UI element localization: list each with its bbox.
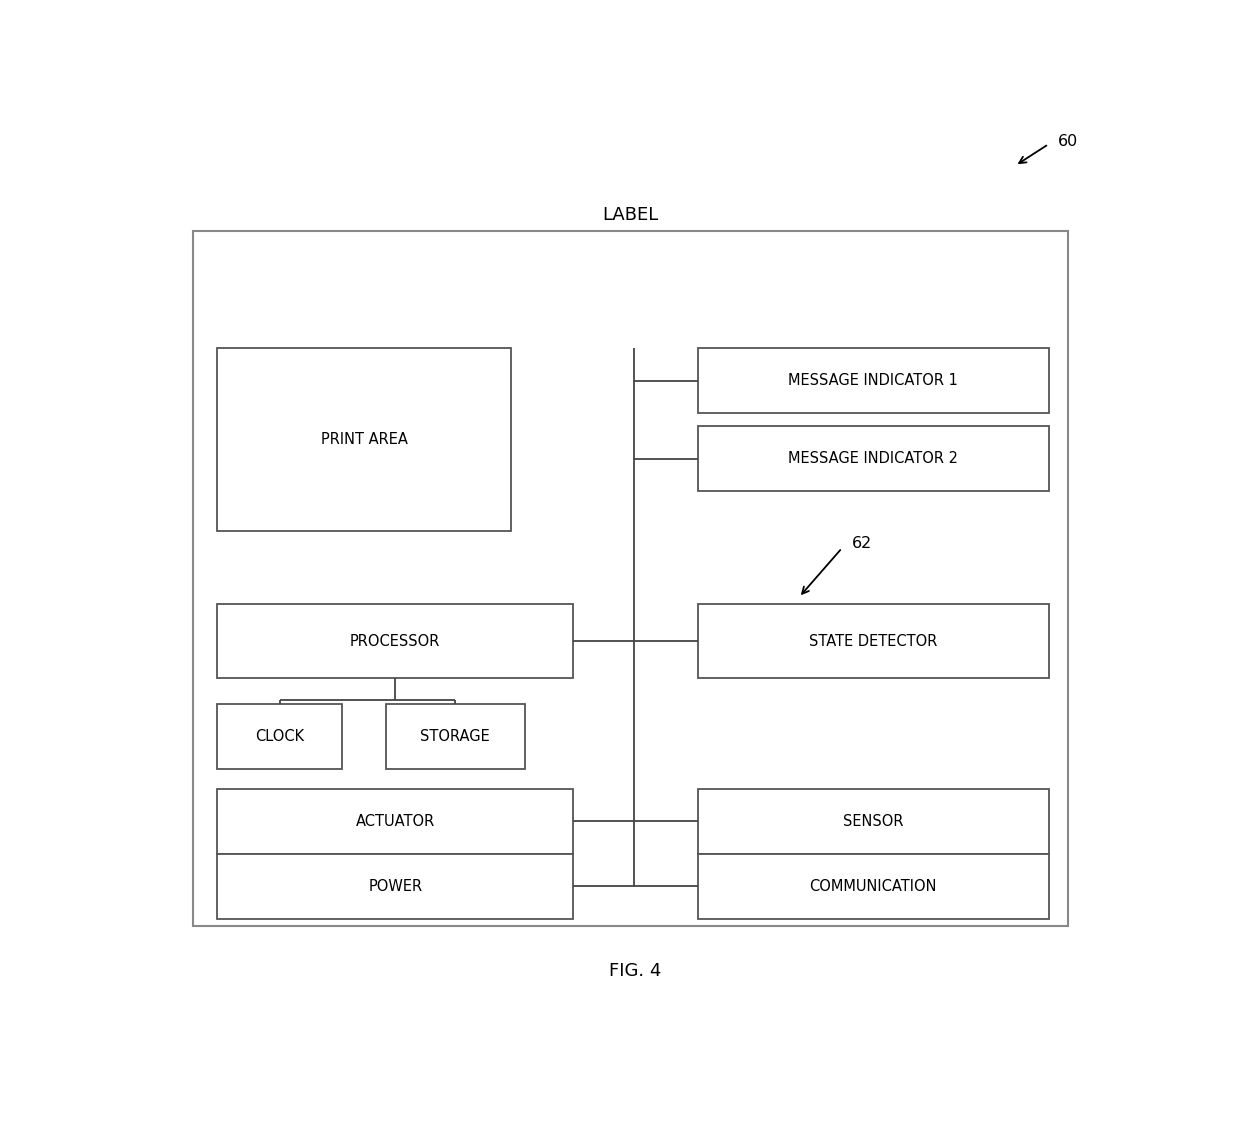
Bar	[217, 349, 511, 530]
Bar	[698, 605, 1049, 678]
Text: COMMUNICATION: COMMUNICATION	[810, 879, 937, 893]
Text: 60: 60	[1058, 134, 1079, 149]
Text: CLOCK: CLOCK	[255, 730, 305, 744]
Text: STORAGE: STORAGE	[420, 730, 490, 744]
Bar	[698, 788, 1049, 854]
Text: LABEL: LABEL	[603, 206, 658, 224]
Text: MESSAGE INDICATOR 2: MESSAGE INDICATOR 2	[789, 451, 959, 466]
Bar	[698, 349, 1049, 413]
Text: SENSOR: SENSOR	[843, 813, 904, 829]
Text: 62: 62	[852, 536, 872, 552]
Bar	[217, 605, 573, 678]
Text: POWER: POWER	[368, 879, 423, 893]
Bar	[217, 854, 573, 919]
Text: PRINT AREA: PRINT AREA	[321, 432, 408, 447]
Text: STATE DETECTOR: STATE DETECTOR	[810, 634, 937, 649]
Text: PROCESSOR: PROCESSOR	[350, 634, 440, 649]
Bar	[217, 704, 342, 769]
Bar	[193, 231, 1068, 926]
Bar	[698, 854, 1049, 919]
Text: FIG. 4: FIG. 4	[609, 962, 662, 980]
Bar	[698, 426, 1049, 492]
Bar	[386, 704, 525, 769]
Text: MESSAGE INDICATOR 1: MESSAGE INDICATOR 1	[789, 373, 959, 388]
Text: ACTUATOR: ACTUATOR	[356, 813, 435, 829]
Bar	[217, 788, 573, 854]
